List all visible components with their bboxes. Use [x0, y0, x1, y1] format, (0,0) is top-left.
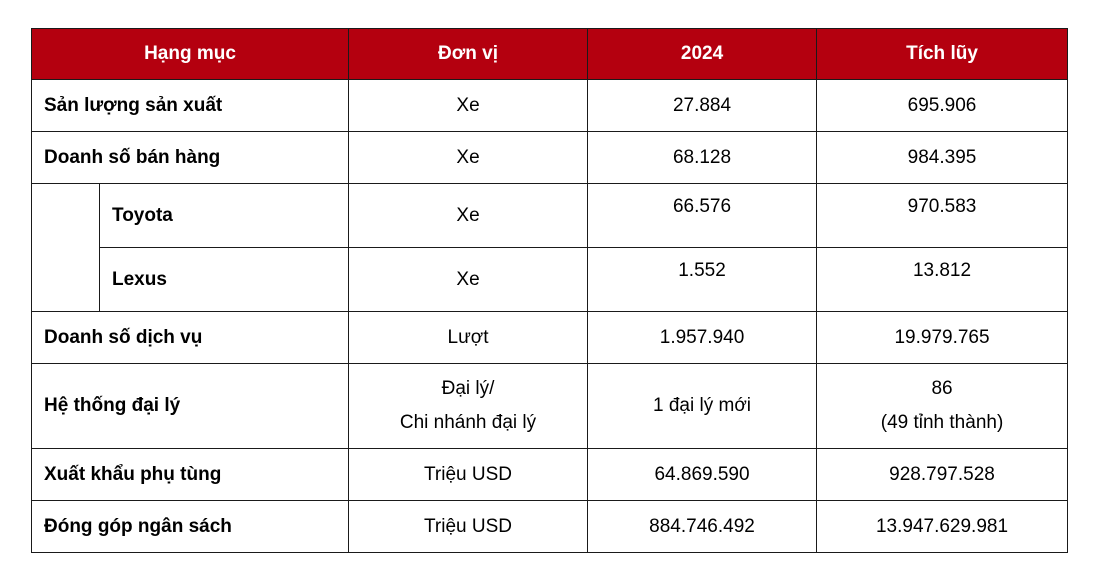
row-unit-line1: Đại lý/ — [441, 378, 495, 399]
row-year-value: 68.128 — [587, 131, 818, 184]
row-label: Toyota — [98, 183, 350, 248]
row-unit: Lượt — [348, 311, 589, 364]
row-label: Xuất khẩu phụ tùng — [30, 448, 350, 501]
row-year-value: 1.957.940 — [587, 311, 818, 364]
header-year: 2024 — [587, 28, 818, 80]
row-unit: Triệu USD — [348, 448, 589, 501]
table-row-dealers: Hệ thống đại lý Đại lý/ Chi nhánh đại lý… — [30, 363, 1069, 449]
statistics-table: Hạng mục Đơn vị 2024 Tích lũy Sản lượng … — [30, 28, 1069, 553]
table-row-toyota: Toyota Xe 66.576 970.583 — [31, 183, 1069, 312]
row-year-value: 64.869.590 — [587, 448, 818, 501]
row-year-value: 884.746.492 — [587, 500, 818, 553]
row-year-value: 1 đại lý mới — [587, 363, 818, 449]
row-unit: Xe — [348, 247, 589, 312]
row-cumulative-line1: 86 — [931, 378, 953, 399]
row-unit: Triệu USD — [348, 500, 589, 553]
row-unit: Xe — [348, 131, 589, 184]
row-cumulative-value: 19.979.765 — [816, 311, 1069, 364]
row-cumulative-line2: (49 tỉnh thành) — [880, 412, 1004, 433]
row-label: Sản lượng sản xuất — [30, 79, 350, 132]
row-cumulative-value: 86 (49 tỉnh thành) — [816, 363, 1069, 449]
row-cumulative-value: 928.797.528 — [816, 448, 1069, 501]
table-row-parts-export: Xuất khẩu phụ tùng Triệu USD 64.869.590 … — [30, 448, 1069, 501]
row-year-value: 1.552 — [587, 247, 818, 312]
table-body: Sản lượng sản xuất Xe 27.884 695.906 Doa… — [30, 79, 1069, 553]
row-unit-line2: Chi nhánh đại lý — [399, 412, 537, 433]
table-row-budget: Đóng góp ngân sách Triệu USD 884.746.492… — [30, 500, 1069, 553]
table-header: Hạng mục Đơn vị 2024 Tích lũy — [30, 28, 1069, 80]
row-label: Lexus — [98, 247, 350, 312]
table-row-lexus: Lexus Xe 1.552 13.812 — [32, 247, 1069, 312]
table-row-production: Sản lượng sản xuất Xe 27.884 695.906 — [30, 79, 1069, 132]
row-year-value: 66.576 — [587, 183, 818, 248]
row-unit: Xe — [348, 79, 589, 132]
row-label: Hệ thống đại lý — [30, 363, 350, 449]
row-year-value: 27.884 — [587, 79, 818, 132]
row-unit: Xe — [348, 183, 589, 248]
table-row-sales: Doanh số bán hàng Xe 68.128 984.395 — [30, 131, 1069, 184]
row-label: Doanh số bán hàng — [30, 131, 350, 184]
row-cumulative-value: 13.812 — [816, 247, 1069, 312]
indent-spacer — [31, 183, 100, 312]
row-label: Đóng góp ngân sách — [30, 500, 350, 553]
row-label: Doanh số dịch vụ — [30, 311, 350, 364]
table-row-service: Doanh số dịch vụ Lượt 1.957.940 19.979.7… — [30, 311, 1069, 364]
header-row: Hạng mục Đơn vị 2024 Tích lũy — [30, 28, 1069, 80]
row-cumulative-value: 695.906 — [816, 79, 1069, 132]
row-unit: Đại lý/ Chi nhánh đại lý — [348, 363, 589, 449]
header-category: Hạng mục — [30, 28, 350, 80]
row-cumulative-value: 970.583 — [816, 183, 1069, 248]
row-cumulative-value: 13.947.629.981 — [816, 500, 1069, 553]
header-cumulative: Tích lũy — [816, 28, 1069, 80]
row-cumulative-value: 984.395 — [816, 131, 1069, 184]
header-unit: Đơn vị — [348, 28, 589, 80]
